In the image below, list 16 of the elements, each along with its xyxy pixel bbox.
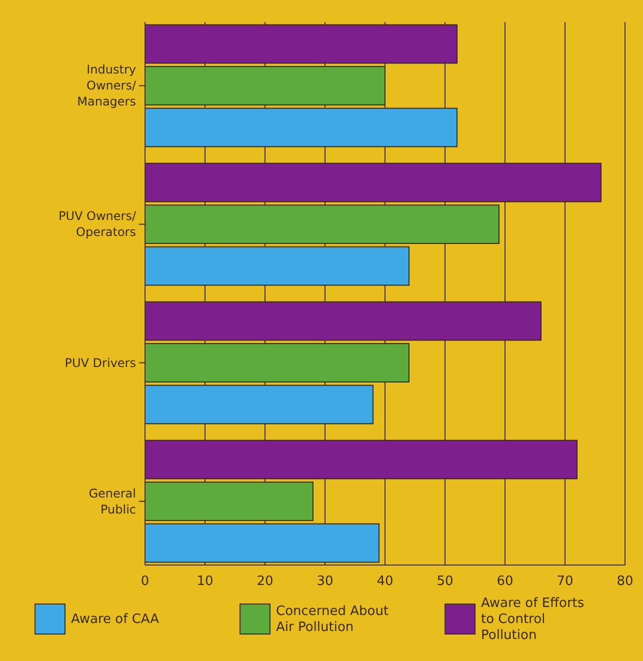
y-tick-label: General Public bbox=[88, 486, 136, 516]
y-tick-label: PUV Drivers bbox=[64, 356, 136, 370]
x-tick-label: 0 bbox=[140, 574, 150, 589]
x-tick-label: 80 bbox=[616, 574, 634, 589]
legend-label: Aware of CAA bbox=[71, 612, 160, 627]
x-tick-label: 30 bbox=[316, 574, 334, 589]
y-tick-label: PUV Owners/ Operators bbox=[58, 209, 137, 240]
x-tick-label: 10 bbox=[196, 574, 214, 589]
y-tick-label: Industry Owners/ Managers bbox=[77, 62, 137, 109]
x-tick-label: 20 bbox=[256, 574, 274, 589]
legend-label: Concerned About Air Pollution bbox=[276, 604, 389, 635]
x-tick-label: 60 bbox=[496, 574, 514, 589]
x-tick-label: 70 bbox=[556, 574, 574, 589]
x-tick-label: 50 bbox=[436, 574, 454, 589]
x-tick-label: 40 bbox=[376, 574, 394, 589]
legend-label: Aware of Efforts to Control Pollution bbox=[481, 596, 584, 643]
